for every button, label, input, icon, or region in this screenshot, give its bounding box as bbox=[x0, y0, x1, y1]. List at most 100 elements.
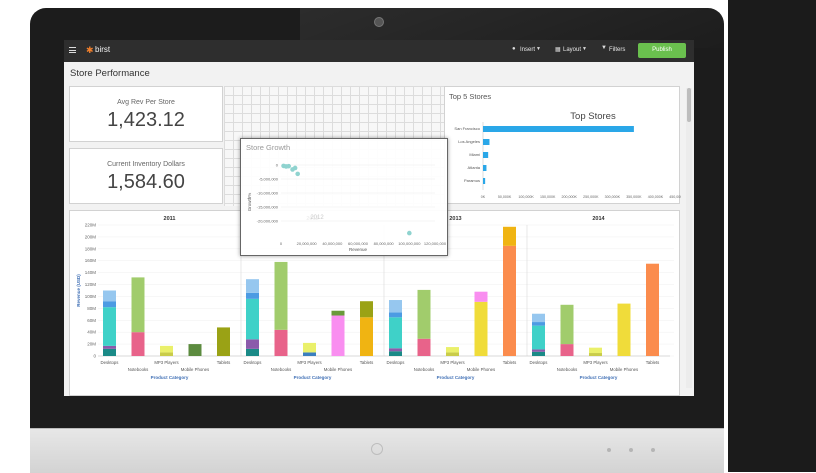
tick-label: 120M bbox=[85, 282, 97, 287]
bar-segment bbox=[446, 352, 459, 356]
bar-segment bbox=[532, 313, 545, 323]
tick-label: 220M bbox=[85, 223, 97, 228]
page-title: Store Performance bbox=[70, 68, 150, 79]
bar-segment bbox=[389, 351, 402, 356]
revenue-stacked-chart: 0 20M 40M 60M 80M 100M 120M 140M 160M 180M 200M 220… bbox=[76, 216, 674, 380]
tick-label: -5,000,000 bbox=[259, 177, 279, 182]
app-logo: birst bbox=[95, 45, 111, 54]
tick-label: 80M bbox=[87, 306, 96, 311]
bar-segment bbox=[532, 351, 545, 356]
bar-segment bbox=[103, 345, 116, 349]
bar-segment bbox=[331, 310, 345, 316]
bar-segment bbox=[246, 292, 259, 299]
filters-button[interactable]: Filters bbox=[609, 47, 626, 53]
bar-segment bbox=[103, 307, 116, 346]
category-label: Desktops bbox=[244, 360, 262, 365]
indicator-light-icon bbox=[651, 448, 655, 452]
bar-segment bbox=[532, 325, 545, 350]
category-label: Tablets bbox=[503, 360, 517, 365]
publish-button[interactable]: Publish bbox=[638, 43, 686, 58]
kpi-card-inventory[interactable]: Current Inventory Dollars 1,584.60 bbox=[69, 148, 223, 204]
panel-title: Store Growth bbox=[246, 143, 291, 152]
bar-segment bbox=[389, 348, 402, 352]
tick-label: 120,000,000 bbox=[424, 241, 446, 246]
scrollbar-thumb[interactable] bbox=[687, 88, 691, 122]
year-label: 2011 bbox=[164, 216, 176, 222]
category-label: Paramus bbox=[464, 178, 480, 183]
chevron-down-icon: ▼ bbox=[582, 46, 587, 52]
bar-segment bbox=[246, 339, 259, 349]
bar-segment bbox=[532, 349, 545, 352]
tick-label: 400,000K bbox=[648, 195, 664, 199]
tick-label: 20,000,000 bbox=[297, 241, 318, 246]
bar-segment bbox=[331, 315, 345, 356]
tick-label: 300,000K bbox=[605, 195, 621, 199]
category-label: MP3 Players bbox=[297, 360, 321, 365]
camera-icon bbox=[374, 17, 384, 27]
bar-segment bbox=[274, 261, 288, 330]
vertical-scrollbar[interactable] bbox=[686, 88, 692, 388]
category-label: MP3 Players bbox=[154, 360, 178, 365]
tick-label: 100M bbox=[85, 294, 97, 299]
y-axis-label: Revenue (USD) bbox=[76, 274, 81, 307]
bar bbox=[483, 139, 490, 145]
bar-segment bbox=[246, 298, 259, 340]
bar-segment bbox=[560, 344, 574, 356]
bar-segment bbox=[589, 353, 602, 356]
tick-label: 0 bbox=[93, 354, 96, 359]
x-axis-label: Product Category bbox=[437, 375, 475, 380]
tick-label: 150,000K bbox=[540, 195, 556, 199]
insert-menu[interactable]: Insert bbox=[520, 47, 536, 53]
bar-segment bbox=[417, 289, 431, 339]
bar-segment bbox=[274, 329, 288, 356]
bar-segment bbox=[389, 300, 402, 313]
bar-segment bbox=[103, 290, 116, 302]
scatter-point bbox=[407, 230, 412, 236]
year-label: 2014 bbox=[592, 216, 605, 222]
tick-label: 450,000K bbox=[669, 195, 681, 199]
bar-segment bbox=[474, 301, 488, 356]
tick-label: 40M bbox=[87, 330, 96, 335]
power-button-icon[interactable] bbox=[371, 443, 383, 455]
tick-label: 80,000,000 bbox=[374, 241, 395, 246]
bar-segment bbox=[160, 352, 173, 356]
kpi-label: Avg Rev Per Store bbox=[117, 99, 175, 106]
top-toolbar: ✱ birst ● Insert ▼ ▦ Layout ▼ ▼ Filters … bbox=[64, 40, 694, 62]
tick-label: 160M bbox=[85, 258, 97, 263]
kpi-card-avg-rev[interactable]: Avg Rev Per Store 1,423.12 bbox=[69, 86, 223, 142]
top-stores-chart: San Francisco Los Angeles Miami Atlanta Para… bbox=[454, 122, 681, 199]
kpi-value: 1,584.60 bbox=[107, 171, 185, 193]
bar-segment bbox=[131, 332, 145, 356]
indicator-light-icon bbox=[607, 448, 611, 452]
x-axis-label: Product Category bbox=[151, 375, 189, 380]
year-watermark: 2012 bbox=[310, 215, 324, 221]
bar-segment bbox=[360, 301, 373, 318]
bar-segment bbox=[617, 303, 631, 356]
category-label: Atlanta bbox=[468, 165, 481, 170]
tick-label: 350,000K bbox=[626, 195, 642, 199]
bar-segment bbox=[103, 348, 116, 356]
chart-title: Top Stores bbox=[570, 111, 616, 122]
category-label: MP3 Players bbox=[583, 360, 607, 365]
bar-segment bbox=[560, 304, 574, 345]
tick-label: 0K bbox=[481, 195, 486, 199]
bar-segment bbox=[503, 245, 516, 356]
tick-label: -20,000,000 bbox=[257, 219, 279, 224]
hamburger-menu-icon[interactable] bbox=[69, 45, 76, 54]
tick-label: -10,000,000 bbox=[257, 191, 279, 196]
tick-label: 20M bbox=[87, 342, 96, 347]
scatter-point bbox=[286, 163, 291, 169]
tick-label: 200,000K bbox=[562, 195, 578, 199]
layout-grid-icon: ▦ bbox=[555, 47, 561, 53]
category-label: Desktops bbox=[101, 360, 119, 365]
layout-menu[interactable]: Layout bbox=[563, 47, 582, 53]
bar bbox=[483, 178, 486, 184]
bar-segment bbox=[474, 291, 488, 302]
bar-segment bbox=[389, 312, 402, 318]
bar-segment bbox=[446, 347, 459, 353]
x-axis-label: Product Category bbox=[580, 375, 618, 380]
panel-title: Top 5 Stores bbox=[449, 92, 492, 101]
bar-segment bbox=[303, 342, 316, 353]
top-stores-panel[interactable]: Top 5 Stores Top Stores San Francisco Los… bbox=[444, 86, 681, 204]
store-growth-panel[interactable]: Store Growth 0 -5,000,000 -10,000,000 -15,0… bbox=[240, 138, 448, 256]
